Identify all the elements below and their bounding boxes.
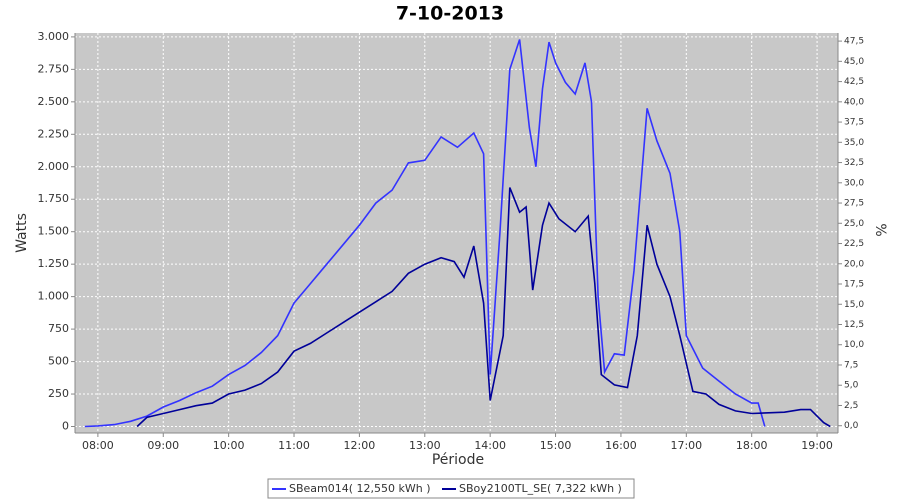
y2-tick-label: 37,5: [844, 118, 864, 128]
y2-tick-label: 12,5: [844, 320, 864, 330]
y-tick-label: 2.000: [38, 160, 70, 173]
y2-tick-label: 27,5: [844, 199, 864, 209]
y2-tick-label: 35,0: [844, 138, 864, 148]
y-tick-label: 1.500: [38, 225, 70, 238]
y-axis-label: Watts: [14, 213, 30, 253]
y-tick-label: 750: [48, 322, 69, 335]
y2-tick-label: 45,0: [844, 57, 864, 67]
y-tick-label: 1.750: [38, 192, 70, 205]
y2-tick-label: 0,0: [844, 421, 859, 431]
x-tick-label: 17:00: [670, 439, 702, 452]
y2-tick-label: 17,5: [844, 280, 864, 290]
x-tick-label: 15:00: [540, 439, 572, 452]
y-tick-label: 2.500: [38, 95, 70, 108]
legend-label: SBeam014( 12,550 kWh ): [289, 482, 431, 495]
y-tick-label: 3.000: [38, 30, 70, 43]
y-tick-label: 500: [48, 355, 69, 368]
y2-tick-label: 10,0: [844, 340, 864, 350]
y2-tick-label: 32,5: [844, 158, 864, 168]
x-tick-label: 14:00: [474, 439, 506, 452]
series-line: [136, 187, 831, 428]
series-line: [84, 39, 766, 428]
plot-area: [75, 33, 838, 433]
x-tick-label: 13:00: [409, 439, 441, 452]
x-tick-label: 19:00: [801, 439, 833, 452]
x-tick-label: 18:00: [736, 439, 768, 452]
x-tick-label: 08:00: [82, 439, 114, 452]
x-tick-label: 10:00: [213, 439, 245, 452]
y2-tick-label: 42,5: [844, 77, 864, 87]
chart-title: 7-10-2013: [396, 3, 504, 25]
y-tick-label: 250: [48, 387, 69, 400]
y2-tick-label: 7,5: [844, 360, 858, 370]
y-tick-label: 2.750: [38, 62, 70, 75]
x-axis-label: Période: [432, 452, 484, 468]
y-tick-label: 1.250: [38, 257, 70, 270]
y2-axis-label: %: [872, 223, 888, 236]
x-tick-label: 11:00: [278, 439, 310, 452]
y-tick-label: 2.250: [38, 127, 70, 140]
x-tick-label: 09:00: [147, 439, 179, 452]
x-tick-label: 16:00: [605, 439, 637, 452]
y2-tick-label: 25,0: [844, 219, 864, 229]
y-tick-label: 0: [62, 420, 69, 433]
legend-label: SBoy2100TL_SE( 7,322 kWh ): [459, 482, 622, 495]
y2-tick-label: 30,0: [844, 178, 864, 188]
y2-tick-label: 5,0: [844, 381, 859, 391]
x-tick-label: 12:00: [344, 439, 376, 452]
y2-tick-label: 2,5: [844, 401, 858, 411]
y2-tick-label: 47,5: [844, 37, 864, 47]
y2-tick-label: 15,0: [844, 300, 864, 310]
y2-tick-label: 20,0: [844, 259, 864, 269]
y2-tick-label: 40,0: [844, 97, 864, 107]
y-tick-label: 1.000: [38, 290, 70, 303]
y2-tick-label: 22,5: [844, 239, 864, 249]
